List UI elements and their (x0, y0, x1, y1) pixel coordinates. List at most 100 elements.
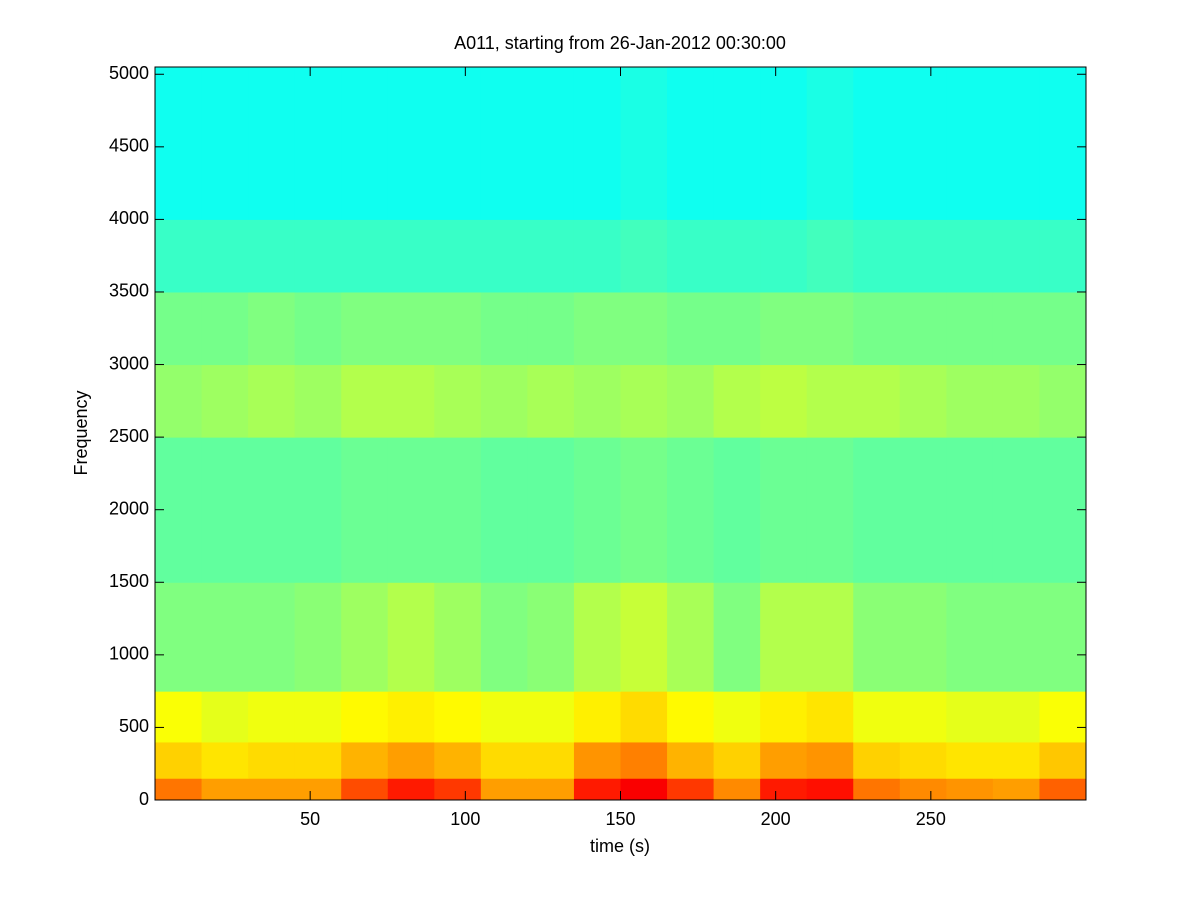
cell (201, 364, 249, 438)
y-tick-label: 4500 (109, 136, 149, 156)
cell (527, 219, 575, 293)
cell (713, 691, 761, 743)
cell (992, 364, 1040, 438)
cell (201, 67, 249, 220)
cell (992, 219, 1040, 293)
cell (853, 437, 901, 583)
cell (713, 364, 761, 438)
cell (480, 219, 528, 293)
cell (480, 582, 528, 692)
y-tick-label: 1500 (109, 571, 149, 591)
cell (1039, 291, 1087, 366)
cell (946, 219, 994, 293)
cell (899, 691, 947, 743)
cell (248, 741, 296, 779)
cell (899, 778, 947, 801)
cell (434, 741, 482, 779)
cell (155, 582, 203, 692)
cell (248, 778, 296, 801)
cell (201, 291, 249, 366)
x-tick-label: 150 (605, 809, 635, 829)
y-tick-label: 3000 (109, 353, 149, 373)
cell (434, 219, 482, 293)
cell (992, 582, 1040, 692)
cell (899, 582, 947, 692)
x-tick-label: 100 (450, 809, 480, 829)
cell (387, 219, 435, 293)
cell (294, 582, 342, 692)
cell (341, 741, 389, 779)
cell (1039, 582, 1087, 692)
cell (341, 691, 389, 743)
cell (527, 691, 575, 743)
cell (946, 364, 994, 438)
cell (713, 741, 761, 779)
cell (387, 364, 435, 438)
cell (573, 67, 621, 220)
cell (667, 364, 715, 438)
cell (760, 582, 808, 692)
cell (294, 364, 342, 438)
y-tick-label: 5000 (109, 63, 149, 83)
cell (806, 741, 854, 779)
cell (806, 778, 854, 801)
cell (806, 67, 854, 220)
cell (620, 67, 668, 220)
cell (713, 67, 761, 220)
cell (992, 67, 1040, 220)
cell (853, 582, 901, 692)
cell (527, 582, 575, 692)
cell (620, 778, 668, 801)
cell (946, 582, 994, 692)
cell (155, 691, 203, 743)
cell (667, 778, 715, 801)
cell (853, 741, 901, 779)
cell (480, 741, 528, 779)
cell (620, 437, 668, 583)
chart-title: A011, starting from 26-Jan-2012 00:30:00 (454, 33, 786, 53)
cell (573, 364, 621, 438)
cell (853, 778, 901, 801)
cell (946, 691, 994, 743)
cell (760, 67, 808, 220)
cell (155, 741, 203, 779)
cell (294, 691, 342, 743)
cell (992, 291, 1040, 366)
cell (248, 582, 296, 692)
cell (899, 741, 947, 779)
y-tick-label: 0 (139, 789, 149, 809)
cell (527, 67, 575, 220)
cell (155, 364, 203, 438)
cell (387, 291, 435, 366)
cell (248, 437, 296, 583)
cell (155, 778, 203, 801)
cell (573, 219, 621, 293)
cell (946, 778, 994, 801)
cell (387, 582, 435, 692)
y-axis-label: Frequency (71, 390, 91, 475)
cell (201, 778, 249, 801)
y-tick-label: 2000 (109, 498, 149, 518)
cell (387, 67, 435, 220)
cell (760, 778, 808, 801)
cell (387, 691, 435, 743)
cell (1039, 741, 1087, 779)
cell (1039, 364, 1087, 438)
cell (341, 437, 389, 583)
cell (527, 778, 575, 801)
cell (527, 291, 575, 366)
cell (667, 582, 715, 692)
cell (713, 582, 761, 692)
cell (853, 219, 901, 293)
cell (1039, 778, 1087, 801)
cell (480, 291, 528, 366)
cell (713, 778, 761, 801)
cell (434, 291, 482, 366)
cell (248, 219, 296, 293)
cell (806, 582, 854, 692)
cell (806, 291, 854, 366)
cell (620, 219, 668, 293)
cell (899, 291, 947, 366)
cell (620, 364, 668, 438)
